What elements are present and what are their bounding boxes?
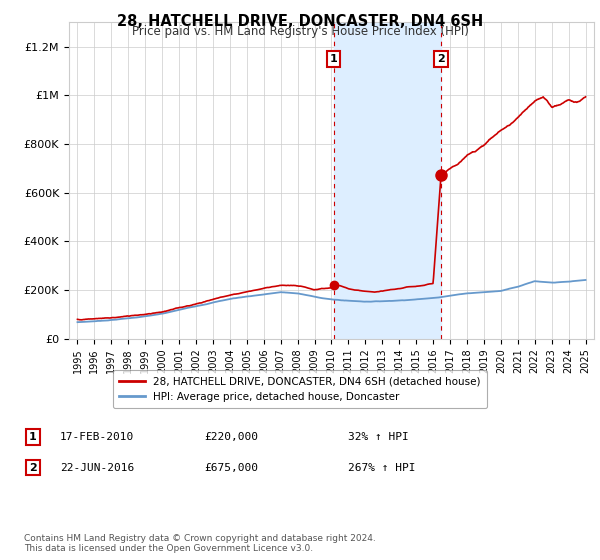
Text: £675,000: £675,000 — [204, 463, 258, 473]
Text: 1: 1 — [29, 432, 37, 442]
Text: 17-FEB-2010: 17-FEB-2010 — [60, 432, 134, 442]
Text: Price paid vs. HM Land Registry's House Price Index (HPI): Price paid vs. HM Land Registry's House … — [131, 25, 469, 38]
Text: £220,000: £220,000 — [204, 432, 258, 442]
Text: 32% ↑ HPI: 32% ↑ HPI — [348, 432, 409, 442]
Text: 28, HATCHELL DRIVE, DONCASTER, DN4 6SH: 28, HATCHELL DRIVE, DONCASTER, DN4 6SH — [117, 14, 483, 29]
Text: 2: 2 — [437, 54, 445, 64]
Text: 1: 1 — [329, 54, 337, 64]
Bar — [334, 22, 441, 339]
Text: 267% ↑ HPI: 267% ↑ HPI — [348, 463, 415, 473]
Text: 2: 2 — [29, 463, 37, 473]
Text: 22-JUN-2016: 22-JUN-2016 — [60, 463, 134, 473]
Text: Contains HM Land Registry data © Crown copyright and database right 2024.
This d: Contains HM Land Registry data © Crown c… — [24, 534, 376, 553]
Legend: 28, HATCHELL DRIVE, DONCASTER, DN4 6SH (detached house), HPI: Average price, det: 28, HATCHELL DRIVE, DONCASTER, DN4 6SH (… — [113, 370, 487, 408]
